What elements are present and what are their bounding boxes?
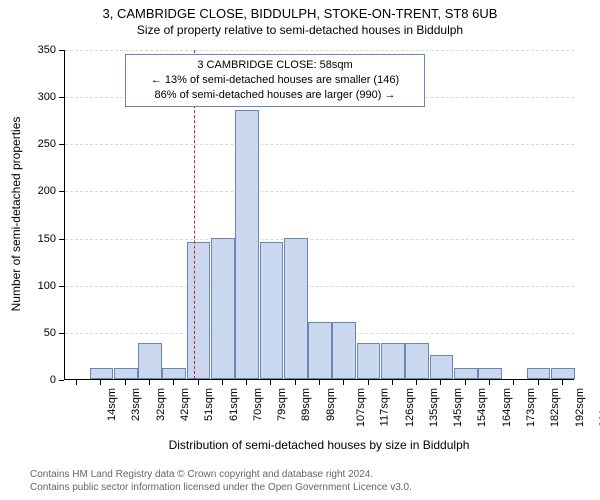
x-tick-label: 135sqm [428, 388, 440, 427]
x-tick-label: 154sqm [477, 388, 489, 427]
x-tick-mark [76, 380, 77, 385]
x-tick-label: 89sqm [300, 388, 312, 421]
x-tick-mark [173, 380, 174, 385]
x-tick-label: 51sqm [203, 388, 215, 421]
footer-attribution: Contains HM Land Registry data © Crown c… [30, 468, 412, 494]
x-tick-mark [222, 380, 223, 385]
y-tick-mark [59, 191, 64, 192]
x-tick-label: 126sqm [404, 388, 416, 427]
x-tick-label: 79sqm [276, 388, 288, 421]
plot-area: 3 CAMBRIDGE CLOSE: 58sqm← 13% of semi-de… [64, 50, 574, 380]
histogram-bar [260, 242, 284, 379]
histogram-bar [187, 242, 211, 379]
footer-line-2: Contains public sector information licen… [30, 481, 412, 494]
x-tick-label: 164sqm [501, 388, 513, 427]
x-tick-mark [100, 380, 101, 385]
x-tick-label: 23sqm [130, 388, 142, 421]
histogram-bar [527, 368, 551, 379]
histogram-bar [332, 322, 356, 379]
x-tick-label: 173sqm [525, 388, 537, 427]
y-tick-mark [59, 50, 64, 51]
y-tick-mark [59, 97, 64, 98]
histogram-bar [405, 343, 429, 379]
x-tick-label: 98sqm [325, 388, 337, 421]
annotation-line: 86% of semi-detached houses are larger (… [132, 88, 418, 103]
gridline [65, 239, 574, 240]
gridline [65, 50, 574, 51]
x-tick-mark [513, 380, 514, 385]
x-tick-label: 192sqm [574, 388, 586, 427]
histogram-bar [211, 238, 235, 379]
y-axis-label: Number of semi-detached properties [9, 104, 23, 324]
y-tick-mark [59, 144, 64, 145]
histogram-bar [430, 355, 454, 379]
x-tick-mark [270, 380, 271, 385]
x-tick-label: 42sqm [179, 388, 191, 421]
x-tick-mark [198, 380, 199, 385]
x-tick-label: 14sqm [106, 388, 118, 421]
x-tick-mark [392, 380, 393, 385]
histogram-bar [90, 368, 114, 379]
x-tick-mark [562, 380, 563, 385]
y-tick-label: 250 [26, 138, 56, 150]
histogram-bar [284, 238, 308, 379]
footer-line-1: Contains HM Land Registry data © Crown c… [30, 468, 412, 481]
x-tick-label: 117sqm [379, 388, 391, 426]
x-tick-mark [149, 380, 150, 385]
y-tick-mark [59, 380, 64, 381]
chart-container: 3, CAMBRIDGE CLOSE, BIDDULPH, STOKE-ON-T… [0, 0, 600, 500]
y-tick-mark [59, 333, 64, 334]
histogram-bar [308, 322, 332, 379]
x-tick-label: 70sqm [252, 388, 264, 421]
x-tick-mark [246, 380, 247, 385]
x-tick-label: 61sqm [228, 388, 240, 421]
histogram-bar [138, 343, 162, 379]
gridline [65, 191, 574, 192]
x-axis-label: Distribution of semi-detached houses by … [64, 438, 574, 452]
y-tick-label: 50 [26, 327, 56, 339]
y-tick-label: 300 [26, 91, 56, 103]
y-tick-label: 350 [26, 44, 56, 56]
histogram-bar [162, 368, 186, 379]
histogram-bar [357, 343, 381, 379]
histogram-bar [454, 368, 478, 379]
histogram-bar [235, 110, 259, 379]
y-tick-label: 200 [26, 185, 56, 197]
gridline [65, 144, 574, 145]
x-tick-mark [368, 380, 369, 385]
gridline [65, 286, 574, 287]
annotation-line: 3 CAMBRIDGE CLOSE: 58sqm [132, 58, 418, 73]
x-tick-mark [125, 380, 126, 385]
x-tick-label: 32sqm [155, 388, 167, 421]
y-tick-label: 0 [26, 374, 56, 386]
y-tick-label: 100 [26, 280, 56, 292]
histogram-bar [551, 368, 575, 379]
x-tick-label: 145sqm [452, 388, 464, 427]
annotation-line: ← 13% of semi-detached houses are smalle… [132, 73, 418, 88]
x-tick-mark [440, 380, 441, 385]
chart-title: 3, CAMBRIDGE CLOSE, BIDDULPH, STOKE-ON-T… [0, 0, 600, 23]
histogram-bar [478, 368, 502, 379]
x-tick-mark [538, 380, 539, 385]
x-tick-mark [295, 380, 296, 385]
y-tick-label: 150 [26, 233, 56, 245]
x-tick-mark [489, 380, 490, 385]
x-tick-mark [319, 380, 320, 385]
y-tick-mark [59, 239, 64, 240]
chart-subtitle: Size of property relative to semi-detach… [0, 23, 600, 39]
x-tick-label: 182sqm [549, 388, 561, 427]
y-tick-mark [59, 286, 64, 287]
histogram-bar [114, 368, 138, 379]
x-tick-label: 107sqm [355, 388, 367, 427]
x-tick-mark [416, 380, 417, 385]
x-tick-mark [465, 380, 466, 385]
histogram-bar [381, 343, 405, 379]
x-tick-mark [343, 380, 344, 385]
annotation-box: 3 CAMBRIDGE CLOSE: 58sqm← 13% of semi-de… [125, 54, 425, 107]
